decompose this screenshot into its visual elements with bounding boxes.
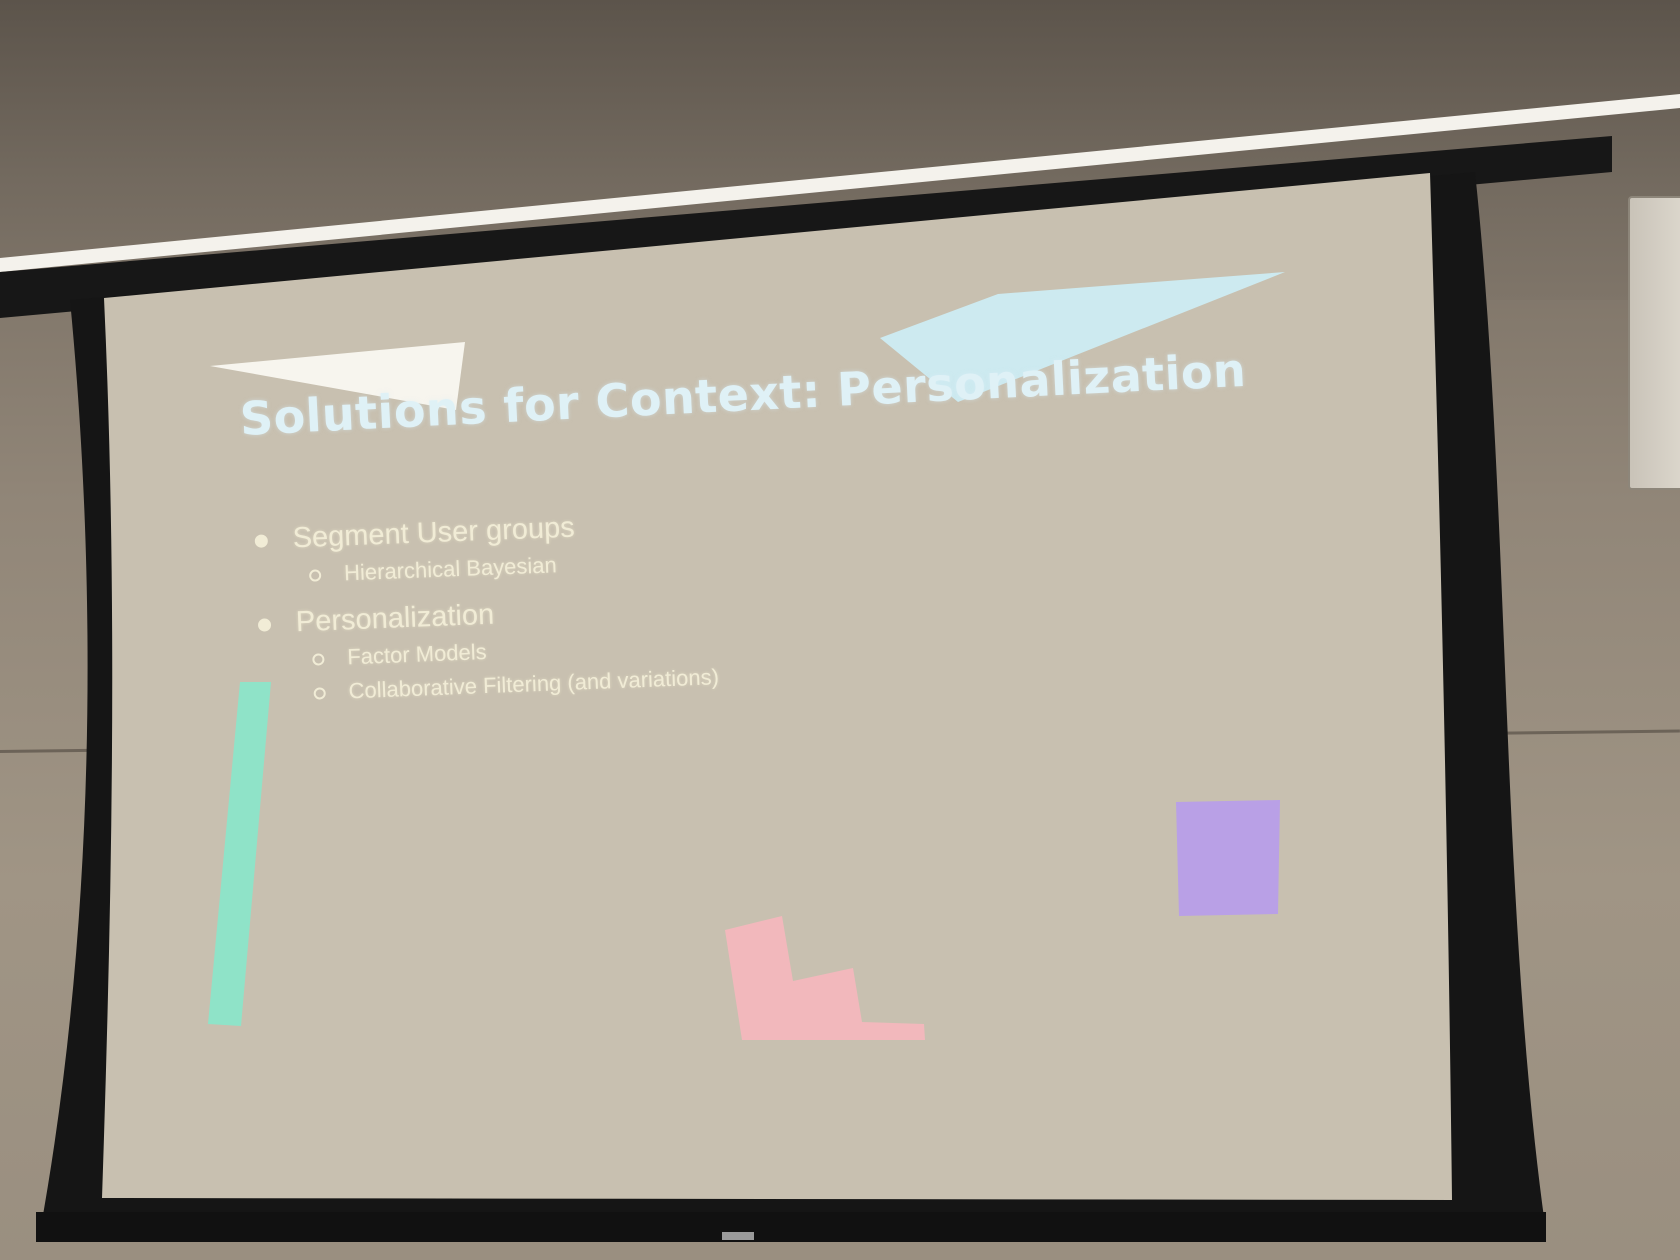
screen-logo-plate — [722, 1232, 754, 1240]
screen-bottom-bar — [36, 1212, 1546, 1242]
pink-stair-shape — [725, 916, 925, 1040]
green-bar-shape — [208, 682, 271, 1026]
ceiling-light-strip — [0, 94, 1680, 272]
slide-bullet-list: Segment User groups Hierarchical Bayesia… — [250, 497, 857, 712]
purple-square-shape — [1176, 800, 1280, 916]
cyan-polygon-shape — [880, 272, 1285, 402]
wall-speaker — [1628, 196, 1680, 490]
white-triangle-shape — [210, 342, 465, 410]
